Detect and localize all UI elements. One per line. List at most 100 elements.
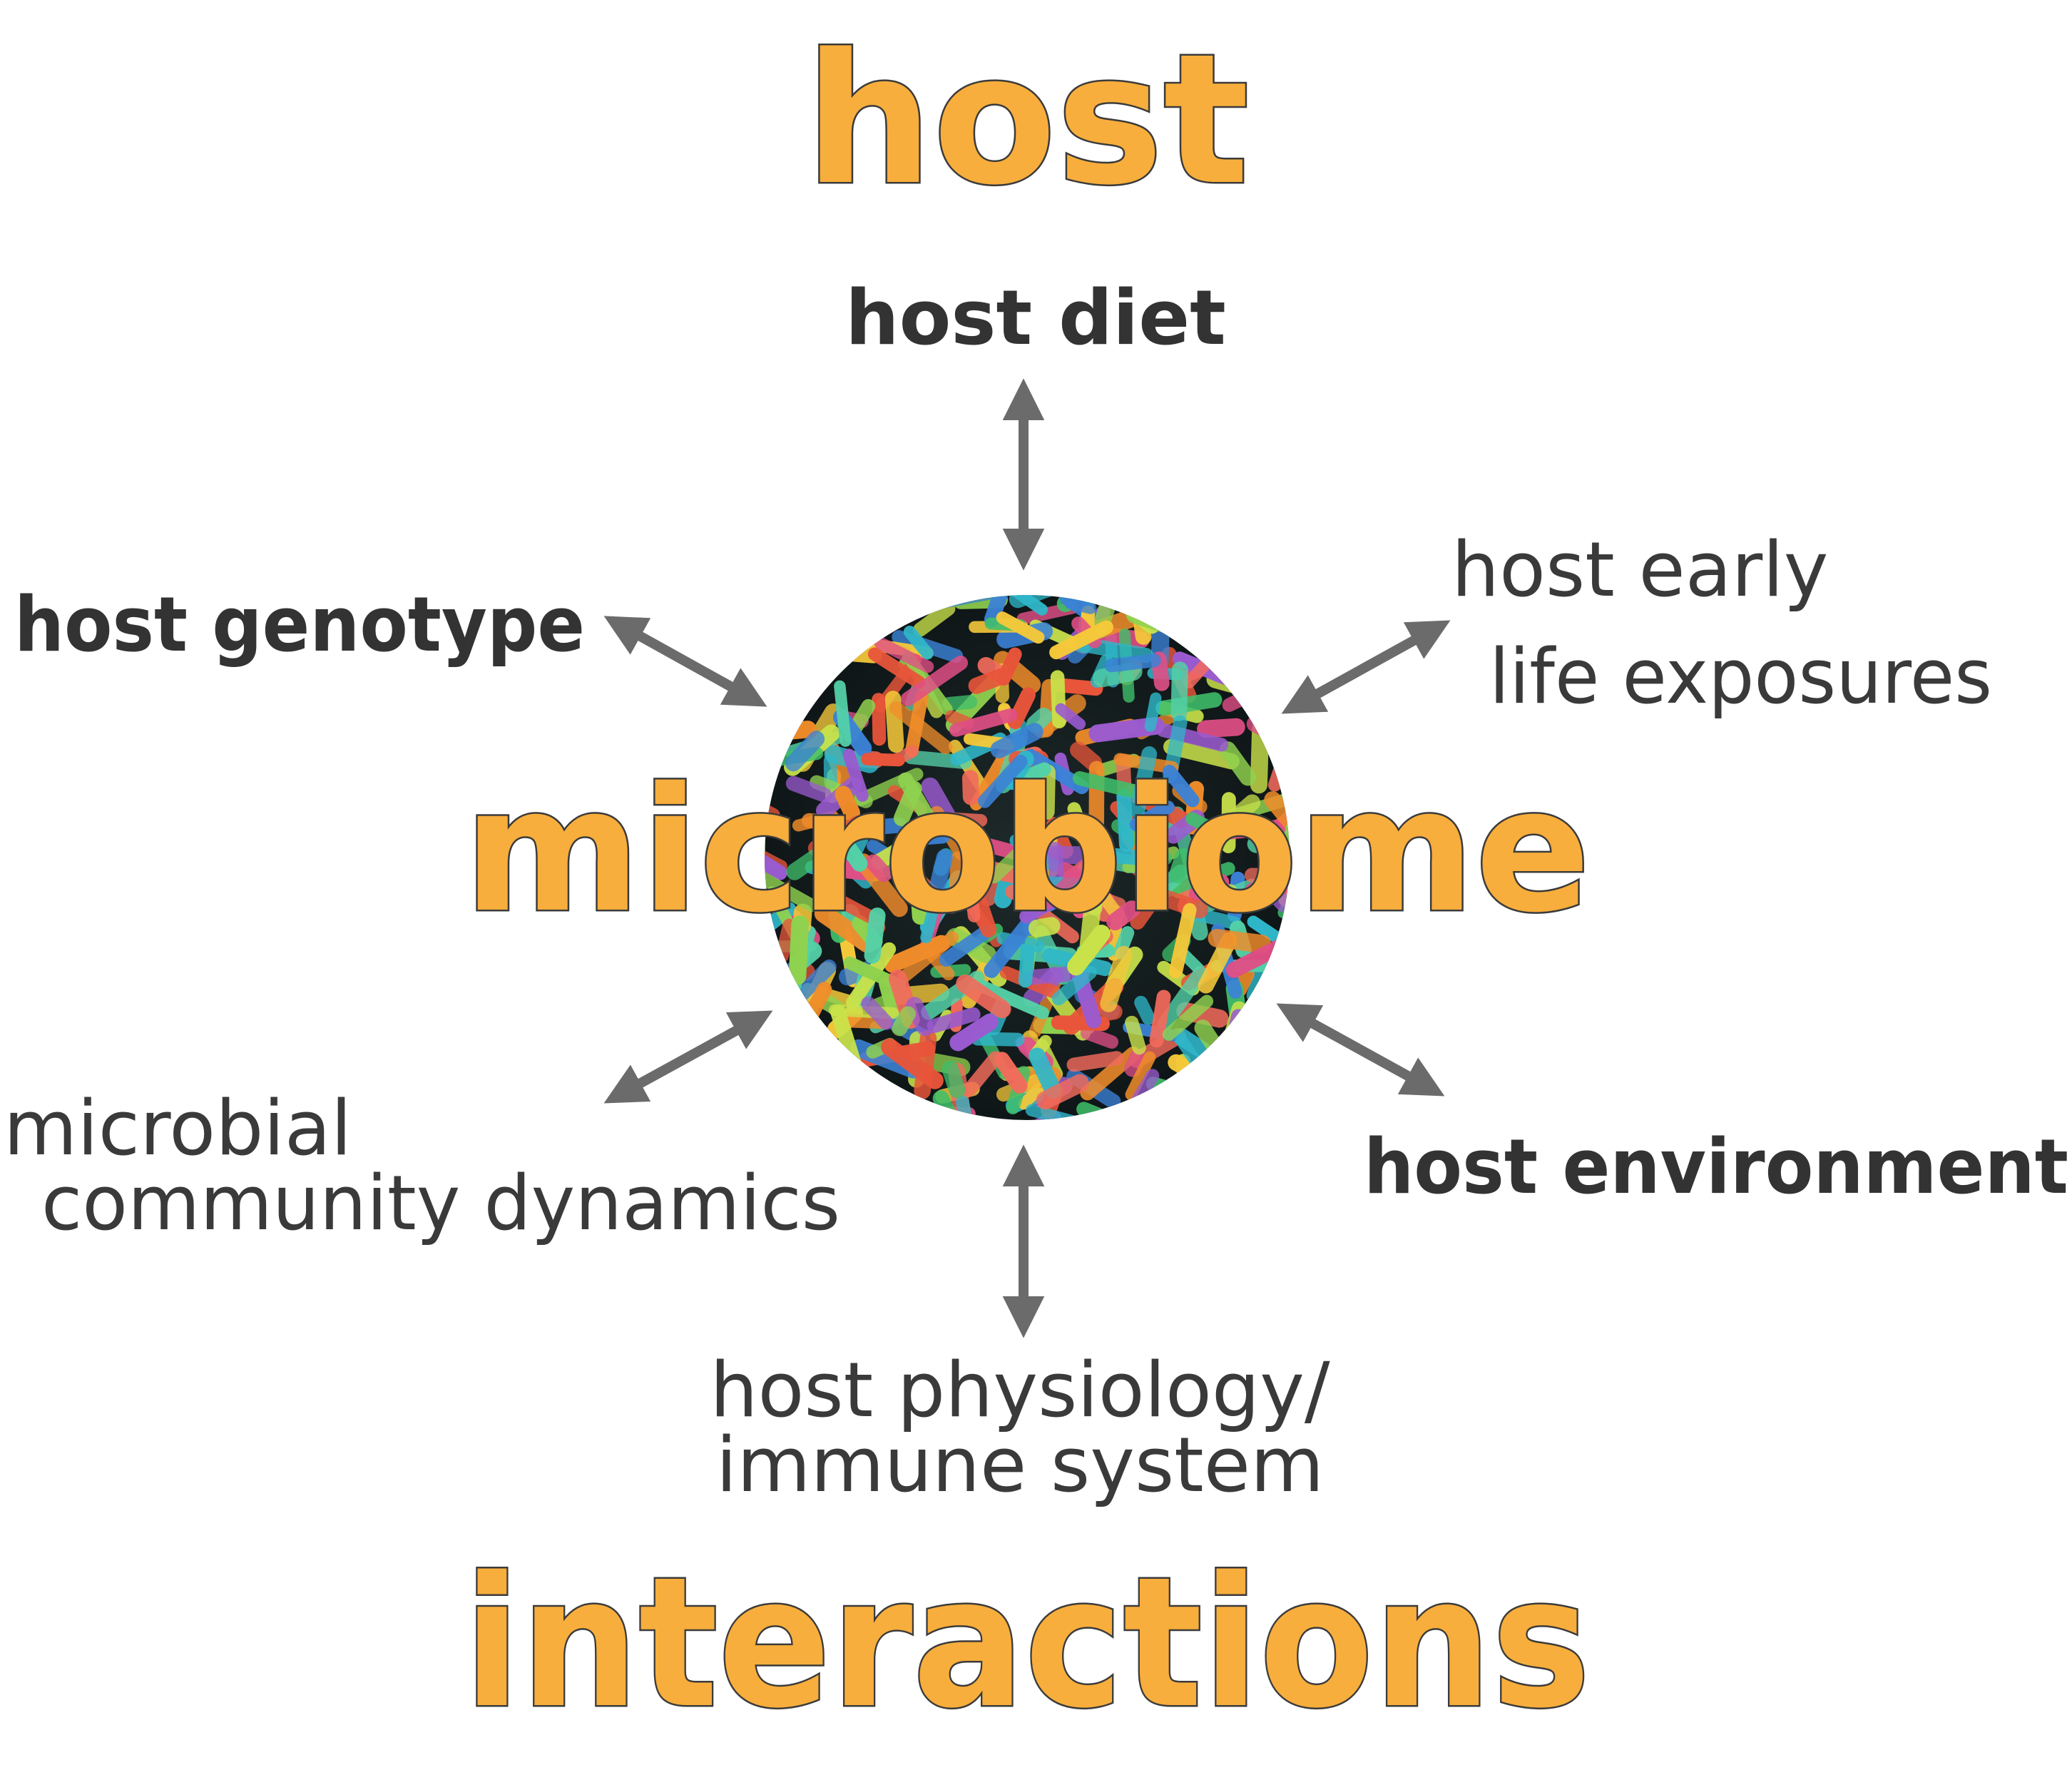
bacterium-rod xyxy=(945,812,988,827)
bacterium-rod xyxy=(1072,771,1148,800)
bacterium-rod xyxy=(765,799,780,823)
bacterium-rod xyxy=(962,1051,1003,1097)
bacterium-rod xyxy=(1197,718,1245,738)
arrow-microbial xyxy=(603,1010,773,1104)
bacterium-rod xyxy=(969,752,1009,811)
bacterium-rod xyxy=(1170,661,1188,721)
bacterium-rod xyxy=(842,748,869,802)
bacterium-rod xyxy=(1129,800,1175,832)
bacterium-rod xyxy=(929,849,953,893)
bacterium-rod xyxy=(785,775,832,803)
bacterium-rod xyxy=(1018,1082,1046,1110)
bacterium-rod xyxy=(1185,812,1228,840)
bacterium-rod xyxy=(956,975,1011,1019)
bacterium-rod xyxy=(1064,597,1097,614)
bacterium-rod xyxy=(1038,764,1056,820)
bacterium-rod xyxy=(961,770,979,805)
label-microbial: microbial xyxy=(4,1084,352,1172)
bacterium-rod xyxy=(893,780,922,827)
bacterium-rod xyxy=(927,1007,981,1034)
bacterium-rod xyxy=(984,915,1036,978)
bacterium-rod xyxy=(1125,1015,1146,1055)
bacterium-rod xyxy=(1080,1026,1119,1049)
bacterium-rod xyxy=(861,996,894,1030)
bacterium-rod xyxy=(920,907,938,944)
label-host-physiology: host physiology/ xyxy=(710,1346,1330,1434)
bacterium-rod xyxy=(814,904,877,953)
bacterium-rod xyxy=(864,907,886,964)
bacterium-rod xyxy=(892,1006,916,1037)
bacterium-rod xyxy=(899,828,927,846)
bacterium-rod xyxy=(1049,620,1113,660)
bacterium-rod xyxy=(1264,791,1290,840)
bacterium-rod xyxy=(1066,1051,1124,1072)
bacterium-rod xyxy=(1080,1047,1141,1101)
bacterium-rod xyxy=(1218,819,1287,840)
bacterium-rod xyxy=(949,708,1018,737)
bacterium-rod xyxy=(1162,765,1200,808)
bacterium-rod xyxy=(1168,902,1197,979)
bacterium-rod xyxy=(765,870,818,912)
bacterium-rod xyxy=(1129,746,1158,818)
bacterium-rod xyxy=(874,636,934,673)
bacterium-rod xyxy=(941,1060,966,1099)
bacterium-rod xyxy=(1067,925,1111,976)
bacterium-rod xyxy=(1160,862,1235,897)
bacterium-rod xyxy=(949,1013,999,1052)
bacterium-rod xyxy=(1051,965,1098,1006)
bacterium-rod xyxy=(889,701,953,755)
bacteria-image xyxy=(765,595,1290,1120)
bacterium-rod xyxy=(913,601,956,637)
bacterium-rod xyxy=(1067,802,1098,859)
bacterium-rod xyxy=(785,731,825,772)
title-host: host xyxy=(805,16,1250,225)
bacterium-rod xyxy=(865,854,892,882)
title-interactions: interactions xyxy=(464,1539,1591,1748)
label-immune-system: immune system xyxy=(716,1421,1324,1509)
label-host-environment: host environment xyxy=(1364,1123,2068,1211)
bacterium-rod xyxy=(1157,966,1208,1032)
bacterium-rod xyxy=(987,842,1031,884)
bacterium-rod xyxy=(1100,945,1133,1012)
bacterium-rod xyxy=(788,915,810,985)
bacterium-rod xyxy=(1025,1104,1085,1120)
bacterium-rod xyxy=(867,647,926,689)
bacterium-rod xyxy=(1104,653,1161,673)
bacterium-rod xyxy=(1056,862,1107,895)
label-host-genotype: host genotype xyxy=(14,581,585,668)
bacterium-rod xyxy=(994,595,1048,616)
bacterium-rod xyxy=(881,1038,944,1089)
bacterium-rod xyxy=(1168,848,1193,884)
bacterium-rod xyxy=(903,626,934,660)
bacterium-rod xyxy=(765,842,787,880)
bacterium-rod xyxy=(984,595,1008,628)
bacterium-rod xyxy=(1162,995,1214,1041)
bacterium-rod xyxy=(1125,1051,1156,1101)
bacterium-rod xyxy=(939,925,993,967)
bacterium-rod xyxy=(1130,897,1158,930)
bacterium-rod xyxy=(990,723,1043,758)
bacterium-rod xyxy=(1208,929,1272,954)
bacterium-rod xyxy=(834,680,852,747)
title-microbiome: microbiome xyxy=(464,751,1591,950)
bacterium-rod xyxy=(1036,1074,1089,1110)
bacterium-rod xyxy=(1005,885,1041,908)
bacterium-rod xyxy=(904,878,959,914)
bacterium-rod xyxy=(1189,874,1230,902)
bacterium-rod xyxy=(807,815,866,857)
bacterium-rod xyxy=(965,887,981,922)
bacterium-rod xyxy=(1149,990,1171,1048)
arrow-early-life xyxy=(1281,620,1451,714)
bacterium-rod xyxy=(786,847,827,880)
label-life-exposures: life exposures xyxy=(1489,633,1992,721)
bacterium-rod xyxy=(884,935,950,973)
arrow-environment xyxy=(1276,1003,1445,1097)
label-host-early: host early xyxy=(1451,526,1828,614)
bacterium-rod xyxy=(1018,945,1035,988)
bacterium-rod xyxy=(1134,995,1155,1025)
bacterium-rod xyxy=(996,647,1022,686)
bacterium-rod xyxy=(976,980,1049,1019)
label-community-dynamics: community dynamics xyxy=(41,1159,840,1247)
bacterium-rod xyxy=(1050,670,1066,728)
